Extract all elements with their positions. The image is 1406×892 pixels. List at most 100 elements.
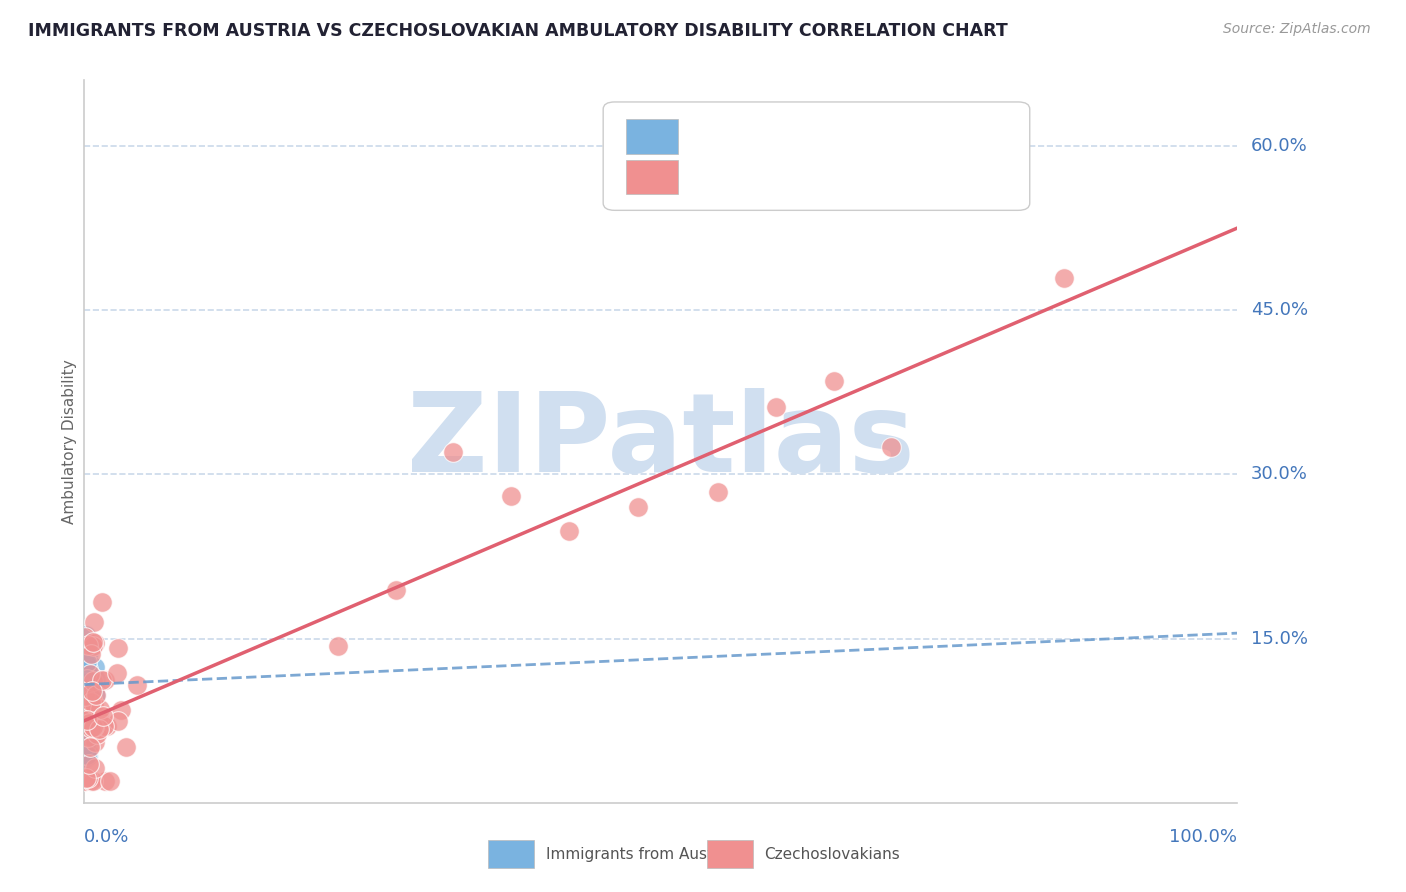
Point — [84, 735, 107, 749]
Point — [75, 773, 97, 788]
Point — [83, 720, 105, 734]
Point — [76, 655, 98, 669]
Point — [82, 634, 104, 648]
Point — [76, 718, 98, 732]
Point — [76, 713, 98, 727]
Point — [76, 655, 98, 669]
Point — [75, 660, 97, 674]
Point — [77, 662, 100, 676]
Point — [80, 703, 103, 717]
Text: IMMIGRANTS FROM AUSTRIA VS CZECHOSLOVAKIAN AMBULATORY DISABILITY CORRELATION CHA: IMMIGRANTS FROM AUSTRIA VS CZECHOSLOVAKI… — [28, 22, 1008, 40]
Point — [91, 673, 114, 688]
Point — [82, 720, 104, 734]
Point — [76, 747, 98, 762]
Point — [73, 711, 96, 725]
Point — [73, 727, 96, 741]
Bar — [707, 840, 754, 868]
Text: 60.0%: 60.0% — [1251, 137, 1308, 155]
Point — [75, 701, 97, 715]
Point — [75, 751, 97, 765]
Text: Immigrants from Austria: Immigrants from Austria — [546, 847, 733, 862]
Point — [83, 721, 105, 735]
Text: 100.0%: 100.0% — [1170, 828, 1237, 847]
Text: N = 62: N = 62 — [856, 166, 925, 186]
Point — [441, 444, 464, 458]
Point — [79, 640, 101, 655]
Point — [80, 683, 103, 698]
Point — [76, 731, 98, 745]
Point — [73, 663, 96, 677]
Point — [73, 707, 96, 722]
Point — [765, 400, 787, 414]
Point — [73, 747, 96, 761]
Point — [75, 692, 97, 706]
Point — [77, 757, 100, 772]
Point — [1053, 271, 1076, 285]
Point — [76, 643, 98, 657]
Text: 45.0%: 45.0% — [1251, 301, 1308, 319]
Point — [76, 672, 98, 686]
Point — [86, 727, 108, 741]
Point — [77, 706, 100, 721]
Point — [73, 630, 96, 644]
Text: Czechoslovakians: Czechoslovakians — [765, 847, 900, 862]
Point — [823, 374, 845, 388]
Point — [75, 734, 97, 748]
Point — [82, 686, 104, 700]
Point — [75, 655, 97, 669]
Point — [73, 737, 96, 751]
Point — [110, 703, 132, 717]
Point — [105, 666, 128, 681]
Point — [75, 742, 97, 756]
Point — [84, 672, 107, 686]
Point — [75, 640, 97, 654]
Bar — [626, 120, 678, 154]
Point — [93, 673, 115, 687]
Point — [91, 595, 114, 609]
Point — [89, 702, 111, 716]
Point — [73, 681, 96, 696]
Point — [84, 688, 107, 702]
Point — [127, 678, 149, 692]
Bar — [626, 160, 678, 194]
Point — [82, 673, 104, 688]
Point — [80, 695, 103, 709]
Point — [107, 640, 129, 655]
Point — [82, 691, 104, 706]
Point — [83, 615, 105, 630]
Text: N = 53: N = 53 — [856, 126, 925, 145]
Text: Source: ZipAtlas.com: Source: ZipAtlas.com — [1223, 22, 1371, 37]
Point — [80, 773, 103, 788]
Point — [557, 524, 579, 538]
Point — [75, 698, 97, 713]
Point — [326, 639, 349, 653]
Point — [76, 740, 98, 755]
Point — [707, 485, 730, 500]
Point — [880, 440, 903, 454]
Point — [76, 673, 98, 688]
Point — [79, 706, 101, 721]
Point — [93, 719, 115, 733]
Point — [499, 489, 522, 503]
Point — [91, 709, 114, 723]
Point — [83, 697, 105, 711]
Point — [75, 739, 97, 753]
Point — [75, 727, 97, 741]
Text: 30.0%: 30.0% — [1251, 466, 1308, 483]
Point — [82, 773, 104, 788]
Point — [73, 651, 96, 665]
Point — [75, 713, 97, 727]
Point — [77, 771, 100, 785]
Point — [79, 683, 101, 698]
Point — [89, 722, 111, 736]
Point — [77, 716, 100, 731]
Text: R =  0.721: R = 0.721 — [690, 166, 794, 186]
Point — [76, 649, 98, 664]
Text: R = 0.034: R = 0.034 — [690, 126, 787, 145]
Text: 15.0%: 15.0% — [1251, 630, 1308, 648]
Point — [115, 739, 138, 754]
Point — [79, 638, 101, 652]
Y-axis label: Ambulatory Disability: Ambulatory Disability — [62, 359, 77, 524]
Point — [77, 636, 100, 650]
Point — [75, 657, 97, 671]
